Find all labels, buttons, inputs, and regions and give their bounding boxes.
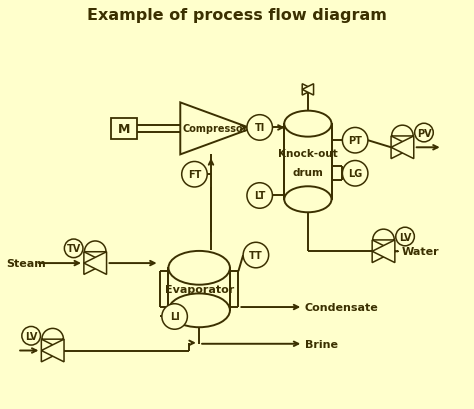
- Text: TV: TV: [66, 244, 81, 254]
- Ellipse shape: [284, 111, 331, 137]
- Text: Example of process flow diagram: Example of process flow diagram: [87, 9, 387, 23]
- Polygon shape: [84, 252, 107, 275]
- Circle shape: [247, 115, 273, 141]
- Wedge shape: [392, 126, 413, 137]
- Text: PT: PT: [348, 136, 362, 146]
- Text: Condensate: Condensate: [305, 302, 378, 312]
- Text: TT: TT: [249, 250, 263, 261]
- Ellipse shape: [284, 187, 331, 213]
- Text: TI: TI: [255, 123, 265, 133]
- Bar: [284, 124, 331, 200]
- Circle shape: [22, 327, 40, 345]
- Polygon shape: [372, 240, 395, 263]
- Text: LG: LG: [348, 169, 362, 179]
- Polygon shape: [302, 85, 314, 96]
- Text: Evaporator: Evaporator: [164, 284, 234, 294]
- Circle shape: [247, 183, 273, 209]
- Text: Water: Water: [401, 247, 439, 256]
- Text: LV: LV: [399, 232, 411, 242]
- Text: M: M: [118, 123, 130, 135]
- Circle shape: [342, 128, 368, 154]
- Wedge shape: [373, 229, 394, 240]
- Circle shape: [182, 162, 207, 188]
- Ellipse shape: [168, 251, 230, 285]
- Circle shape: [243, 243, 269, 268]
- Bar: [168, 268, 230, 310]
- Text: Steam: Steam: [6, 258, 46, 268]
- Text: Knock-out: Knock-out: [278, 148, 338, 159]
- Wedge shape: [42, 328, 64, 339]
- Polygon shape: [41, 339, 64, 362]
- Circle shape: [162, 304, 187, 329]
- Polygon shape: [302, 85, 314, 96]
- Text: PV: PV: [417, 128, 431, 138]
- Text: Compressor: Compressor: [183, 124, 248, 134]
- Polygon shape: [84, 252, 107, 275]
- Polygon shape: [372, 240, 395, 263]
- Circle shape: [396, 228, 414, 246]
- Circle shape: [342, 161, 368, 187]
- Text: FT: FT: [188, 170, 201, 180]
- Text: LI: LI: [170, 312, 180, 322]
- Polygon shape: [41, 339, 64, 362]
- Polygon shape: [180, 103, 251, 155]
- Circle shape: [64, 239, 83, 258]
- Polygon shape: [391, 137, 414, 159]
- Polygon shape: [391, 137, 414, 159]
- Text: LT: LT: [254, 191, 265, 201]
- Bar: [110, 119, 137, 140]
- Ellipse shape: [168, 294, 230, 328]
- Wedge shape: [84, 241, 106, 252]
- Text: drum: drum: [292, 167, 323, 178]
- Text: LV: LV: [25, 331, 37, 341]
- Circle shape: [415, 124, 433, 142]
- Text: Brine: Brine: [305, 339, 337, 349]
